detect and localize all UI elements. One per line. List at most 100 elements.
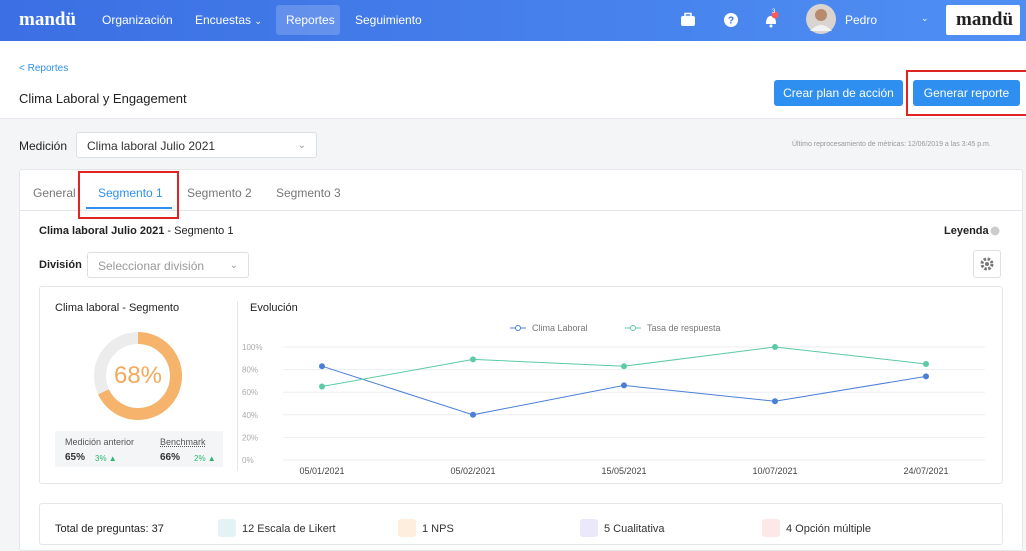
- notification-badge: 3: [772, 9, 776, 15]
- stat-change-value: 2%: [194, 454, 206, 463]
- stat-change-value: 3%: [95, 454, 107, 463]
- reprocess-note: Último reprocesamiento de métricas: 12/0…: [792, 141, 991, 148]
- avatar[interactable]: [805, 3, 837, 35]
- page-header: < Reportes Clima Laboral y Engagement Cr…: [0, 41, 1026, 119]
- legend-label: Tasa de respuesta: [647, 323, 721, 333]
- gauge: [94, 332, 182, 420]
- x-tick-label: 24/07/2021: [903, 466, 948, 476]
- nav-item[interactable]: Organización: [102, 13, 173, 27]
- select-placeholder[interactable]: Seleccionar división: [98, 259, 205, 273]
- summary-type: 5 Cualitativa: [604, 523, 665, 535]
- x-tick-label: 05/02/2021: [450, 466, 495, 476]
- select-value[interactable]: Clima laboral Julio 2021: [87, 139, 216, 153]
- data-point: [772, 344, 778, 350]
- legend-link[interactable]: Leyenda: [944, 225, 989, 237]
- summary-type: 12 Escala de Likert: [242, 523, 336, 535]
- stat-change: 3% ▲: [95, 454, 117, 463]
- highlight-box: [906, 70, 1026, 116]
- qualitative-icon: [580, 519, 598, 537]
- summary-total: Total de preguntas: 37: [55, 523, 164, 535]
- series-line: [321, 365, 927, 416]
- multiple-icon: [762, 519, 780, 537]
- stats-box: [55, 431, 223, 467]
- panel-divider: [237, 301, 238, 471]
- help-icon[interactable]: ?: [723, 12, 739, 28]
- gauge-value: 68%: [113, 362, 163, 389]
- division-select[interactable]: Seleccionar división ⌄: [87, 252, 249, 278]
- card-title-main: Clima laboral Julio 2021: [39, 225, 165, 237]
- chevron: ⌄: [254, 16, 262, 26]
- data-point: [621, 363, 627, 370]
- tab[interactable]: General: [33, 186, 76, 200]
- legend-marker: [515, 325, 521, 331]
- data-point: [470, 356, 476, 363]
- chevron[interactable]: ⌄: [921, 13, 929, 23]
- stat-value: 66%: [160, 452, 181, 463]
- tab-active[interactable]: Segmento 1: [98, 186, 163, 200]
- top-nav: mandü Organización Encuestas ⌄ Reportes …: [0, 0, 1026, 41]
- nav-item[interactable]: Reportes: [286, 13, 335, 27]
- nav-item[interactable]: Encuestas ⌄: [195, 13, 262, 27]
- card-subtitle: - Segmento 1: [164, 225, 234, 237]
- chevron: ⌄: [229, 260, 238, 271]
- y-tick-label: 0%: [242, 456, 254, 465]
- tab[interactable]: Segmento 2: [187, 186, 252, 200]
- summary-type: 1 NPS: [422, 523, 454, 535]
- legend-marker: [630, 325, 636, 331]
- settings-button[interactable]: [973, 250, 1001, 278]
- generate-report-button[interactable]: Generar reporte: [913, 80, 1020, 106]
- data-point: [319, 363, 325, 370]
- gear-icon[interactable]: [974, 251, 1000, 277]
- stat-change: 2% ▲: [194, 454, 216, 463]
- info-icon[interactable]: [990, 226, 1000, 236]
- page-title: Clima Laboral y Engagement: [19, 91, 187, 106]
- stat-value: 65%: [65, 452, 86, 463]
- active-nav-bg: [276, 5, 340, 35]
- data-point: [319, 383, 325, 390]
- y-tick-label: 20%: [242, 433, 258, 442]
- tab-divider: [20, 210, 1022, 211]
- briefcase-icon[interactable]: [680, 12, 696, 28]
- nav-item[interactable]: Seguimiento: [355, 13, 422, 27]
- chevron: ⌄: [297, 140, 306, 151]
- gauge-arc: [94, 332, 182, 420]
- measurement-select[interactable]: Clima laboral Julio 2021 ⌄: [76, 132, 317, 158]
- summary-type: 4 Opción múltiple: [786, 523, 871, 535]
- gauge-title: Clima laboral - Segmento: [55, 302, 180, 314]
- chart-title: Evolución: [250, 302, 298, 314]
- nav-item-label[interactable]: Encuestas: [195, 13, 252, 27]
- filter-label: Medición: [19, 139, 68, 153]
- data-point: [923, 360, 929, 367]
- card-title: Clima laboral Julio 2021 - Segmento 1: [39, 225, 233, 237]
- stat-label: Benchmark: [160, 437, 206, 447]
- svg-text:?: ?: [728, 16, 734, 27]
- data-point: [923, 373, 929, 380]
- user-name[interactable]: Pedro: [845, 13, 878, 27]
- x-tick-label: 05/01/2021: [299, 466, 344, 476]
- y-tick-label: 40%: [242, 411, 258, 420]
- action-plan-button[interactable]: Crear plan de acción: [774, 80, 903, 106]
- likert-icon: [218, 519, 236, 537]
- highlight-box: [78, 171, 179, 219]
- bell-icon[interactable]: [763, 11, 779, 29]
- y-tick-label: 60%: [242, 388, 258, 397]
- tab[interactable]: Segmento 3: [276, 186, 341, 200]
- y-tick-label: 80%: [242, 366, 258, 375]
- brand-box: [946, 5, 1020, 35]
- x-tick-label: 10/07/2021: [752, 466, 797, 476]
- data-point: [470, 411, 476, 418]
- x-tick-label: 15/05/2021: [601, 466, 646, 476]
- breadcrumb[interactable]: < Reportes: [19, 63, 69, 74]
- brand-logo: mandü: [956, 9, 1014, 30]
- nps-icon: [398, 519, 416, 537]
- division-label: División: [39, 259, 82, 271]
- data-point: [621, 382, 627, 389]
- tab-underline: [86, 207, 172, 209]
- y-tick-label: 100%: [242, 343, 262, 352]
- logo[interactable]: mandü: [19, 9, 77, 30]
- data-point: [772, 398, 778, 405]
- stat-label: Medición anterior: [65, 437, 135, 447]
- line-chart: 0% 20% 40% 60% 80% 100% 05/01/2021 05/02/2021 15…: [242, 323, 985, 476]
